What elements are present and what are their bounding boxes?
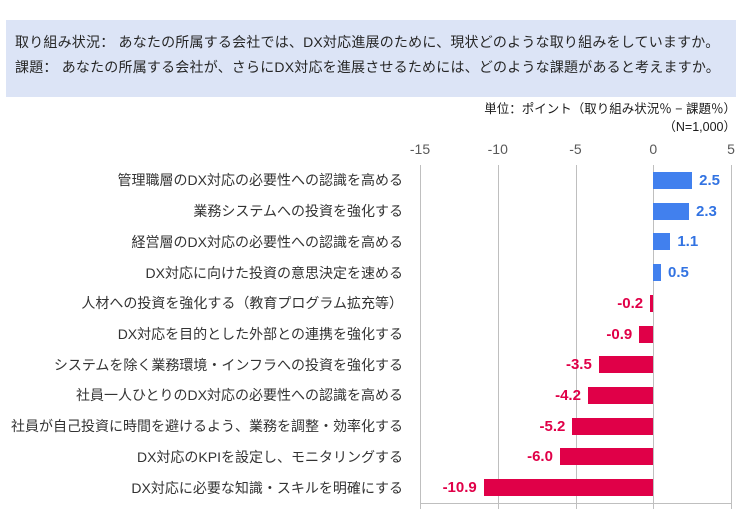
value-label: 0.5 — [668, 264, 689, 282]
x-axis-line — [420, 503, 732, 504]
x-axis-tick-mark — [497, 503, 499, 509]
value-label: -5.2 — [539, 417, 566, 435]
category-label: 人材への投資を強化する（教育プログラム拡充等） — [81, 295, 403, 312]
category-label: DX対応のKPIを設定し、モニタリングする — [136, 448, 403, 465]
positive-bar — [653, 264, 662, 282]
x-axis-tick-mark — [420, 503, 421, 509]
value-label: -4.2 — [555, 386, 581, 404]
positive-bar — [653, 171, 693, 189]
value-label: 1.1 — [677, 233, 699, 251]
positive-bar — [653, 202, 689, 220]
value-label: -3.5 — [565, 356, 592, 374]
unit-label: 単位：ポイント（取り組み状況％ − 課題％） — [484, 102, 736, 116]
survey-question-box: 取り組み状況： あなたの所属する会社では、DX対応進展のために、現状どのような取… — [6, 20, 736, 97]
x-axis-tick-label: -15 — [409, 141, 431, 157]
category-label: 社員一人ひとりのDX対応の必要性への認識を高める — [75, 387, 403, 404]
positive-bar — [653, 233, 671, 251]
x-axis-tick-label: 0 — [649, 141, 658, 157]
negative-bar — [483, 479, 654, 497]
question-line-initiatives: 取り組み状況： あなたの所属する会社では、DX対応進展のために、現状どのような取… — [15, 34, 720, 50]
x-axis-tick-mark — [653, 503, 655, 509]
value-label: 2.3 — [696, 202, 717, 220]
value-label: 2.5 — [699, 171, 720, 189]
category-label: 業務システムへの投資を強化する — [193, 203, 403, 220]
negative-bar — [587, 386, 654, 404]
category-label: DX対応に向けた投資の意思決定を速める — [145, 264, 403, 281]
category-label: システムを除く業務環境・インフラへの投資を強化する — [53, 356, 403, 373]
plot-area: 2.5 2.3 1.1 0.5 -0.2 -0.9 -3.5 -4.2 -5.2 -6.0 -10.… — [420, 165, 732, 503]
gridline — [497, 165, 499, 503]
gridline — [575, 165, 577, 503]
x-axis-tick-label: -10 — [487, 141, 508, 157]
value-label: -0.9 — [606, 325, 633, 343]
category-label: DX対応を目的とした外部との連携を強化する — [117, 325, 403, 342]
x-axis-tick-label: 5 — [727, 141, 735, 157]
gridline — [731, 165, 732, 503]
category-label: 経営層のDX対応の必要性への認識を高める — [131, 233, 403, 250]
category-label: 管理職層のDX対応の必要性への認識を高める — [117, 172, 403, 189]
value-label: -6.0 — [527, 448, 553, 466]
negative-bar — [598, 356, 654, 374]
category-label: 社員が自己投資に時間を避けるよう、業務を調整・効率化する — [11, 418, 403, 435]
value-label: -0.2 — [617, 294, 644, 312]
sample-size-label: （N=1,000） — [663, 120, 736, 134]
category-label: DX対応に必要な知識・スキルを明確にする — [131, 479, 403, 496]
negative-bar — [559, 448, 654, 466]
x-axis-tick-mark — [731, 503, 732, 509]
question-line-issues: 課題： あなたの所属する会社が、さらにDX対応を進展させるためには、どのような課… — [15, 59, 720, 75]
value-label: -10.9 — [442, 479, 477, 497]
negative-bar — [572, 417, 654, 435]
unit-label-block: 単位：ポイント（取り組み状況％ − 課題％） （N=1,000） — [484, 100, 736, 136]
gridline — [653, 165, 655, 503]
gridline — [420, 165, 421, 503]
x-axis-tick-label: -5 — [569, 141, 582, 157]
negative-bar — [650, 294, 654, 312]
x-axis-tick-mark — [575, 503, 577, 509]
negative-bar — [639, 325, 654, 343]
